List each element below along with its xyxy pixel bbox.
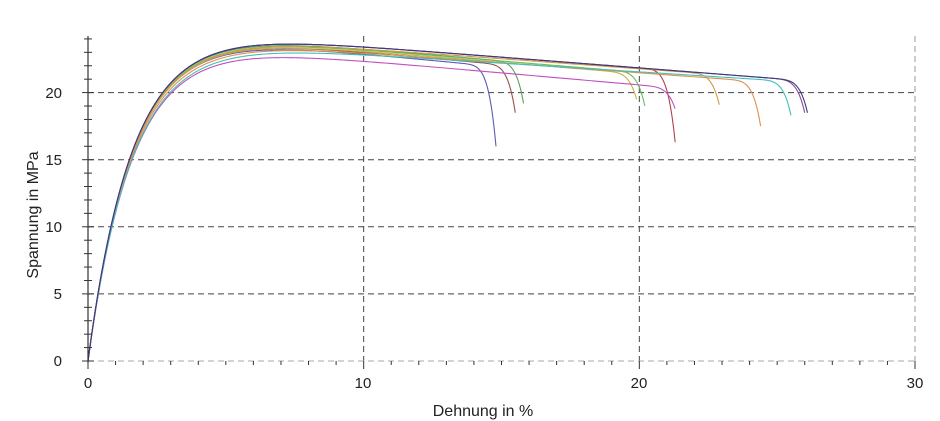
axes bbox=[82, 36, 916, 369]
y-tick-label: 15 bbox=[45, 152, 62, 169]
series-line-probe-12 bbox=[87, 43, 809, 362]
y-tick-label: 0 bbox=[54, 353, 62, 370]
series-line-probe-7 bbox=[87, 57, 676, 362]
x-tick-label: 30 bbox=[907, 375, 924, 392]
y-tick-label: 10 bbox=[45, 219, 62, 236]
grid bbox=[88, 36, 916, 362]
series-line-probe-4 bbox=[87, 47, 638, 362]
y-tick-label: 20 bbox=[45, 85, 62, 102]
series-line-probe-11 bbox=[87, 43, 806, 362]
series-line-probe-6 bbox=[87, 43, 676, 362]
series-line-probe-2 bbox=[87, 47, 516, 362]
x-axis-title: Dehnung in % bbox=[433, 403, 534, 420]
curves bbox=[87, 43, 809, 362]
x-tick-label: 20 bbox=[631, 375, 648, 392]
series-line-probe-5 bbox=[87, 46, 646, 362]
y-tick-label: 5 bbox=[54, 286, 62, 303]
series-line-probe-9 bbox=[87, 50, 762, 362]
y-axis-title: Spannung in MPa bbox=[25, 151, 42, 278]
x-tick-label: 0 bbox=[84, 375, 92, 392]
series-line-probe-10 bbox=[87, 52, 792, 362]
series-line-probe-8 bbox=[87, 46, 720, 362]
x-tick-label: 10 bbox=[355, 375, 372, 392]
series-line-probe-1 bbox=[87, 49, 497, 362]
